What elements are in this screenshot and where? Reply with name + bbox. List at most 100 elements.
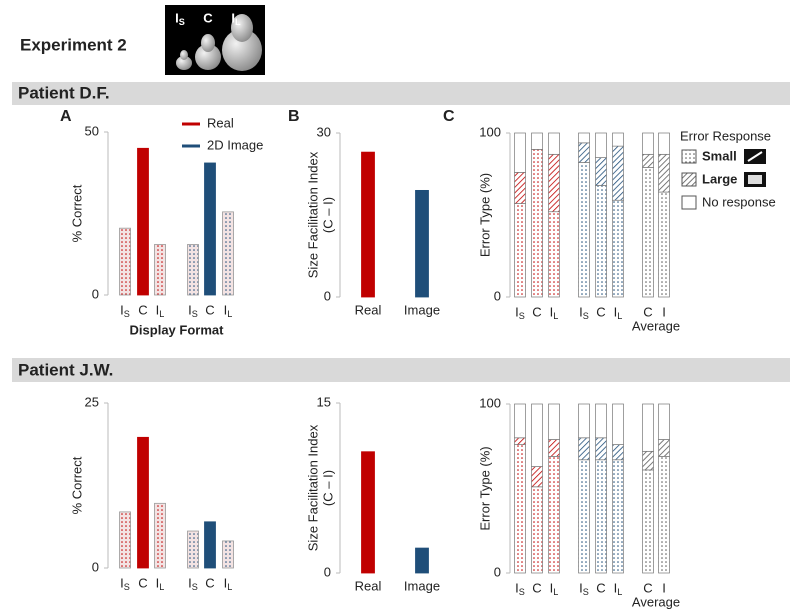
legend-label: Large: [702, 171, 737, 186]
y-axis-title: Error Type (%): [477, 173, 492, 257]
x-tick-label: I: [662, 580, 666, 595]
y-axis-title: (C – I): [320, 470, 335, 506]
y-tick-label: 100: [479, 124, 501, 139]
bar-segment: [514, 403, 526, 439]
y-axis-title: % Correct: [69, 456, 84, 514]
bar-segment: [531, 466, 543, 488]
bar: [154, 502, 166, 569]
panel-label: A: [60, 108, 72, 125]
y-tick-label: 100: [479, 395, 501, 410]
x-tick-label: C: [643, 304, 652, 319]
bar-segment: [514, 203, 526, 298]
x-tick-label: C: [596, 304, 605, 319]
group-label: Average: [632, 594, 680, 609]
bar-segment: [612, 199, 624, 298]
legend-swatch: [681, 172, 697, 187]
x-tick-label: C: [205, 302, 214, 317]
x-tick-label: IS: [120, 575, 130, 592]
bar: [119, 227, 131, 296]
y-tick-label: 25: [85, 394, 99, 409]
bar-segment: [658, 191, 670, 298]
x-tick-label: C: [205, 575, 214, 590]
x-tick-label: IS: [188, 302, 198, 319]
y-tick-label: 0: [92, 559, 99, 574]
y-tick-label: 15: [317, 394, 331, 409]
bar-segment: [595, 459, 607, 574]
bar-segment: [531, 486, 543, 574]
bar-segment: [612, 145, 624, 201]
bar-segment: [595, 132, 607, 158]
x-tick-label: IS: [579, 304, 589, 321]
stimulus-label: C: [203, 10, 213, 25]
x-tick-label: C: [596, 580, 605, 595]
bar-segment: [514, 444, 526, 574]
legend-swatch: [681, 149, 697, 164]
bar-segment: [548, 403, 560, 440]
bar-segment: [595, 403, 607, 439]
bar-segment: [578, 162, 590, 298]
y-tick-label: 30: [317, 124, 331, 139]
x-tick-label: IS: [188, 575, 198, 592]
bar-segment: [612, 132, 624, 147]
bar-segment: [548, 211, 560, 298]
y-tick-label: 0: [494, 288, 501, 303]
bar-segment: [514, 172, 526, 204]
bar: [137, 436, 149, 569]
bar-segment: [642, 153, 654, 168]
bar-segment: [658, 439, 670, 457]
experiment-title: Experiment 2: [20, 35, 127, 54]
legend-title: Error Response: [680, 128, 771, 143]
bar-segment: [548, 132, 560, 155]
bar: [361, 151, 375, 298]
y-axis-title: % Correct: [69, 184, 84, 242]
section-band: [12, 358, 790, 382]
y-axis-title: (C – I): [320, 197, 335, 233]
section-title: Patient D.F.: [18, 83, 110, 102]
bar-segment: [595, 157, 607, 186]
x-axis-title: Display Format: [130, 322, 225, 337]
bar-segment: [658, 456, 670, 574]
x-tick-label: IS: [579, 580, 589, 597]
stimulus-image: [165, 5, 265, 75]
x-tick-label: IL: [156, 575, 165, 592]
bar-segment: [612, 459, 624, 574]
bar: [361, 451, 375, 574]
group-label: Average: [632, 318, 680, 333]
x-tick-label: C: [643, 580, 652, 595]
bar-segment: [612, 403, 624, 445]
bar-segment: [642, 403, 654, 452]
bar-segment: [531, 149, 543, 298]
legend-label: Real: [207, 115, 234, 130]
x-tick-label: Image: [404, 302, 440, 317]
y-tick-label: 0: [324, 288, 331, 303]
y-tick-label: 0: [494, 564, 501, 579]
bar-segment: [595, 437, 607, 461]
bar-segment: [514, 437, 526, 445]
y-axis-title: Size Facilitation Index: [305, 151, 320, 278]
bar-segment: [642, 450, 654, 471]
bar: [187, 244, 199, 296]
x-tick-label: IS: [515, 580, 525, 597]
bar: [222, 540, 234, 569]
bar-segment: [642, 469, 654, 574]
bar-segment: [658, 403, 670, 440]
y-tick-label: 0: [92, 286, 99, 301]
x-tick-label: IL: [156, 302, 165, 319]
x-tick-label: IS: [515, 304, 525, 321]
bar-segment: [531, 403, 543, 467]
legend-icon: [748, 175, 762, 184]
panel-label: B: [288, 108, 300, 125]
bar: [204, 521, 216, 569]
bar-segment: [595, 185, 607, 298]
bar-segment: [578, 142, 590, 163]
section-title: Patient J.W.: [18, 360, 113, 379]
bar: [137, 147, 149, 296]
panel-label: C: [443, 108, 455, 125]
bar: [119, 511, 131, 569]
x-tick-label: IL: [614, 580, 623, 597]
bar-segment: [658, 153, 670, 193]
legend-icon: [747, 151, 763, 162]
bar-segment: [578, 403, 590, 439]
bar-segment: [642, 167, 654, 298]
